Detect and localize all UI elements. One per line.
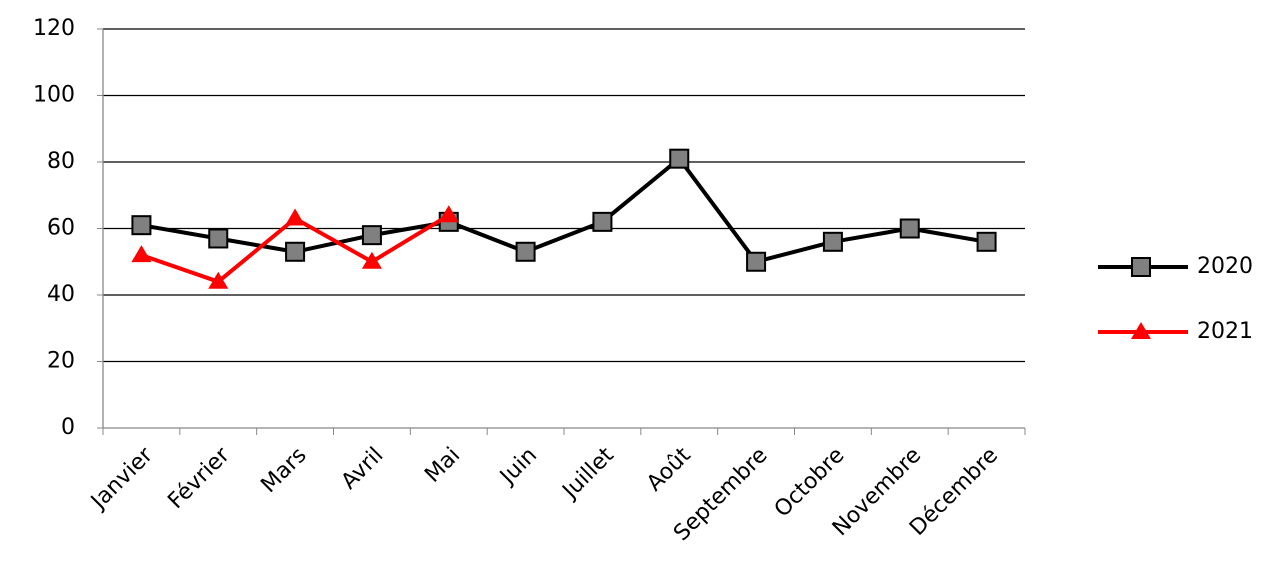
x-tick-label: Octobre [770,443,850,523]
data-point [746,251,767,272]
data-point [285,241,306,262]
legend-marker [1131,257,1151,277]
y-tick-label: 20 [47,349,75,374]
y-tick-label: 60 [47,216,75,241]
x-tick-label: Avril [337,443,389,495]
x-tick-label: Janvier [85,442,158,515]
data-point [285,208,306,226]
y-tick-label: 40 [47,282,75,307]
data-point [976,231,997,252]
x-tick-label: Juin [494,443,542,491]
data-point [361,251,382,269]
legend-label: 2021 [1197,319,1253,344]
legend-label: 2020 [1197,254,1253,279]
data-point [592,211,613,232]
x-tick-label: Février [163,442,235,514]
x-tick-label: Mai [420,443,465,488]
data-point [822,231,843,252]
y-tick-label: 120 [33,16,75,41]
data-point [438,205,459,223]
x-tick-label: Août [642,443,696,497]
data-point [515,241,536,262]
legend-marker [1131,322,1151,339]
data-point [208,228,229,249]
y-tick-label: 0 [61,415,75,440]
y-tick-label: 100 [33,83,75,108]
x-tick-label: Mars [256,443,311,498]
y-tick-label: 80 [47,149,75,174]
data-point [669,148,690,169]
data-point [361,225,382,246]
data-point [208,271,229,289]
x-tick-label: Juillet [557,443,619,505]
series-line [141,156,987,264]
data-point [131,245,152,263]
data-point [899,218,920,239]
data-point [131,215,152,236]
